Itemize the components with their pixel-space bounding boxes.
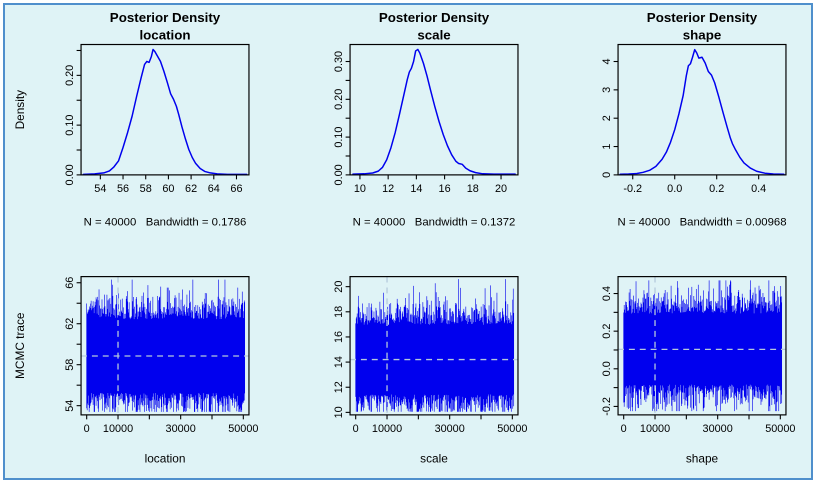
trace-series	[623, 280, 783, 412]
y-tick-label: 0.4	[601, 286, 613, 301]
trace-series	[355, 279, 514, 412]
y-tick-label: 0.20	[333, 89, 345, 110]
panel-trace-location: 0 10000 30000 50000 54 58 62 66 location MCMC tra…	[5, 245, 274, 485]
x-tick-label: 12	[382, 183, 394, 195]
y-tick-label: 12	[333, 381, 345, 393]
x-tick-label: 16	[438, 183, 450, 195]
y-tick-label: 10	[333, 406, 345, 418]
chart-title: Posterior Density	[647, 10, 758, 25]
y-tick-label: 2	[601, 115, 613, 121]
y-tick-label: 0.10	[64, 115, 76, 136]
y-tick-label: 66	[64, 277, 76, 289]
density-curve	[619, 48, 785, 176]
x-tick-label: 18	[466, 183, 478, 195]
plot-box	[617, 276, 787, 416]
x-tick-label: 0.0	[667, 183, 682, 195]
y-tick-label: 0.10	[333, 127, 345, 148]
x-tick-label: 0.4	[751, 183, 766, 195]
x-tick-label: 0	[621, 423, 627, 435]
chart-subtitle: scale	[417, 28, 450, 43]
plot-box	[80, 276, 250, 416]
y-tick-label: 0.30	[333, 51, 345, 72]
x-tick-label: 10000	[103, 423, 133, 435]
plot-grid: 54 56 58 60 62 64 66 0.00 0.10 0.20 Posterior Dens…	[5, 5, 811, 478]
density-summary-caption: N = 40000 Bandwidth = 0.1786	[84, 216, 247, 228]
x-tick-label: 30000	[434, 423, 464, 435]
panel-density-scale: 10 12 14 16 18 20 0.00 0.10 0.20 0.30 Posterior De…	[274, 5, 543, 245]
y-tick-label: 0.20	[64, 65, 76, 86]
density-curve	[351, 48, 516, 175]
plot-frame: 54 56 58 60 62 64 66 0.00 0.10 0.20 Posterior Dens…	[3, 3, 813, 480]
chart-subtitle: location	[139, 28, 190, 43]
chart-subtitle: shape	[683, 28, 722, 43]
chart-title: Posterior Density	[110, 10, 221, 25]
y-tick-label: 3	[601, 87, 613, 93]
x-tick-label: -0.2	[624, 183, 643, 195]
x-tick-label: 10	[354, 183, 366, 195]
y-tick-label: 0.0	[601, 361, 613, 376]
y-tick-label: 62	[64, 318, 76, 330]
y-tick-label: 16	[333, 331, 345, 343]
trace-series	[86, 279, 246, 412]
y-tick-label: 0	[601, 172, 613, 178]
panel-trace-shape: 0 10000 30000 50000 -0.2 0.0 0.2 0.4 shape	[542, 245, 811, 485]
y-axis-label: MCMC trace	[13, 312, 27, 379]
density-shape-chart: -0.2 0.0 0.2 0.4 0 1 2 3 4 Posterior Density shape…	[601, 10, 787, 228]
y-tick-label: 14	[333, 356, 345, 368]
x-tick-label: 56	[117, 183, 129, 195]
x-tick-label: 50000	[228, 423, 258, 435]
x-tick-label: 0.2	[709, 183, 724, 195]
x-tick-label: 30000	[166, 423, 196, 435]
x-tick-label: 58	[140, 183, 152, 195]
panel-density-location: 54 56 58 60 62 64 66 0.00 0.10 0.20 Posterior Dens…	[5, 5, 274, 245]
y-tick-label: 18	[333, 306, 345, 318]
x-axis-label: scale	[420, 451, 448, 465]
y-tick-label: -0.2	[601, 397, 613, 416]
x-tick-label: 50000	[766, 423, 796, 435]
x-tick-label: 66	[230, 183, 242, 195]
trace-scale-chart: 0 10000 30000 50000 10 12 14 16 18 20 scale	[333, 276, 527, 465]
x-tick-label: 60	[162, 183, 174, 195]
x-axis-label: shape	[686, 451, 719, 465]
density-summary-caption: N = 40000 Bandwidth = 0.00968	[618, 216, 787, 228]
plot-box	[349, 43, 519, 176]
x-tick-label: 10000	[640, 423, 670, 435]
x-tick-label: 10000	[372, 423, 402, 435]
density-location-chart: 54 56 58 60 62 64 66 0.00 0.10 0.20 Posterior Dens…	[13, 10, 250, 228]
y-tick-label: 20	[333, 281, 345, 293]
x-tick-label: 0	[352, 423, 358, 435]
trace-shape-chart: 0 10000 30000 50000 -0.2 0.0 0.2 0.4 shape	[601, 276, 796, 465]
y-tick-label: 0.00	[333, 164, 345, 185]
y-tick-label: 0.2	[601, 324, 613, 339]
y-tick-label: 0.00	[64, 164, 76, 185]
y-tick-label: 4	[601, 58, 613, 64]
chart-title: Posterior Density	[378, 10, 489, 25]
y-tick-label: 58	[64, 359, 76, 371]
y-tick-label: 54	[64, 400, 76, 412]
panel-trace-scale: 0 10000 30000 50000 10 12 14 16 18 20 scale	[274, 245, 543, 485]
panel-density-shape: -0.2 0.0 0.2 0.4 0 1 2 3 4 Posterior Density shape…	[542, 5, 811, 245]
x-tick-label: 50000	[497, 423, 527, 435]
y-tick-label: 1	[601, 144, 613, 150]
plot-box	[80, 43, 250, 176]
x-tick-label: 20	[495, 183, 507, 195]
density-curve	[82, 48, 248, 176]
trace-location-chart: 0 10000 30000 50000 54 58 62 66 location MCMC tra…	[13, 276, 258, 465]
density-summary-caption: N = 40000 Bandwidth = 0.1372	[352, 216, 515, 228]
x-axis-label: location	[145, 451, 186, 465]
density-scale-chart: 10 12 14 16 18 20 0.00 0.10 0.20 0.30 Posterior De…	[333, 10, 519, 228]
x-tick-label: 62	[185, 183, 197, 195]
x-tick-label: 30000	[703, 423, 733, 435]
x-tick-label: 0	[84, 423, 90, 435]
plot-box	[617, 43, 787, 176]
x-tick-label: 64	[208, 183, 220, 195]
x-tick-label: 54	[94, 183, 106, 195]
y-axis-label: Density	[13, 90, 27, 130]
plot-box	[349, 276, 519, 416]
x-tick-label: 14	[410, 183, 422, 195]
